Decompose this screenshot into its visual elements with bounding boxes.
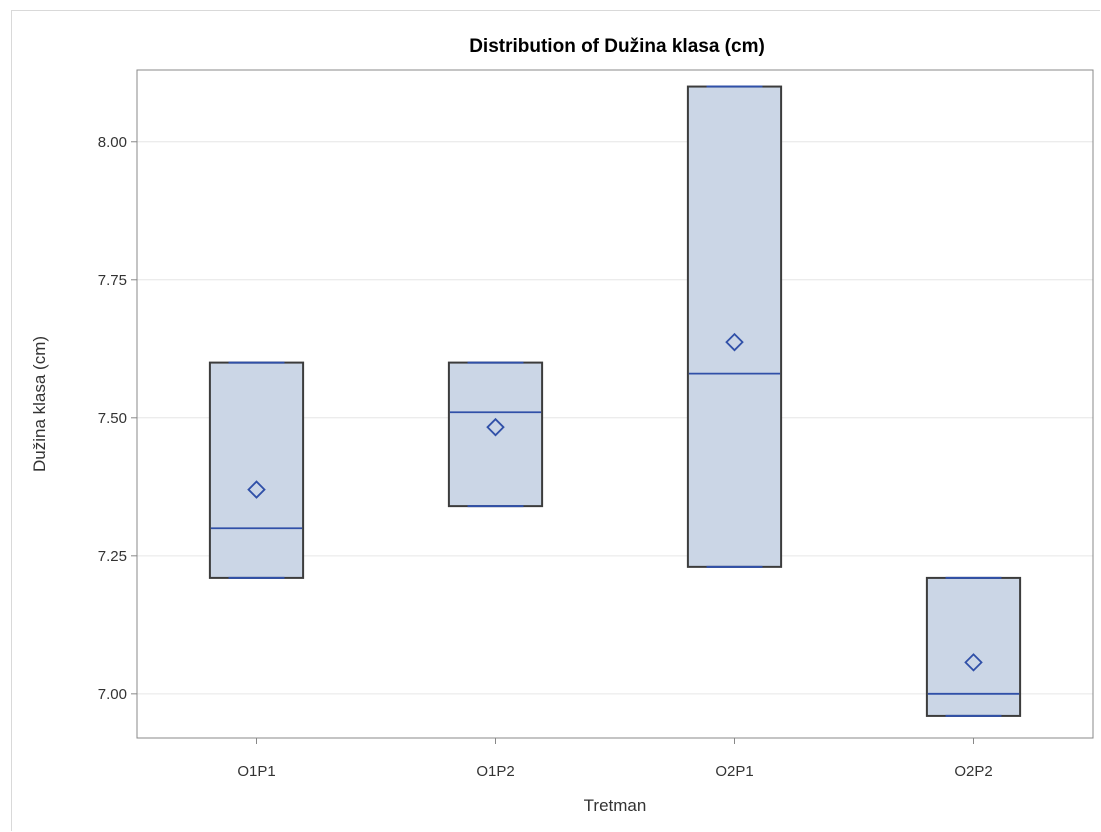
box-o1p1 bbox=[208, 361, 305, 579]
x-tick-label: O1P2 bbox=[476, 763, 514, 780]
mean-marker bbox=[725, 332, 744, 352]
y-tick-label: 7.00 bbox=[98, 686, 127, 703]
x-tick-label: O1P1 bbox=[237, 763, 275, 780]
gridlines bbox=[137, 141, 1093, 695]
box-o1p2 bbox=[447, 361, 544, 508]
box-rect bbox=[686, 85, 783, 568]
box-o2p1 bbox=[686, 85, 783, 568]
x-axis-title: Tretman bbox=[584, 796, 647, 815]
y-axis-title: Dužina klasa (cm) bbox=[30, 336, 49, 472]
mean-marker bbox=[964, 653, 983, 672]
y-tick-label: 7.25 bbox=[98, 548, 127, 565]
mean-marker bbox=[486, 417, 505, 437]
y-axis: 7.00 7.25 7.50 7.75 8.00 bbox=[98, 134, 137, 703]
plot-area bbox=[136, 69, 1094, 739]
boxes bbox=[208, 85, 1022, 717]
y-tick-label: 7.50 bbox=[98, 410, 127, 427]
x-axis: O1P1 O1P2 O2P1 O2P2 bbox=[237, 738, 993, 780]
y-tick-label: 8.00 bbox=[98, 134, 127, 151]
x-tick-label: O2P2 bbox=[954, 763, 992, 780]
box-rect bbox=[925, 576, 1022, 717]
mean-marker bbox=[247, 480, 266, 499]
chart-frame bbox=[11, 10, 1100, 831]
y-tick-label: 7.75 bbox=[98, 272, 127, 289]
x-tick-label: O2P1 bbox=[715, 763, 753, 780]
chart-title: Distribution of Dužina klasa (cm) bbox=[469, 36, 765, 57]
box-o2p2 bbox=[925, 576, 1022, 717]
box-rect bbox=[208, 361, 305, 579]
